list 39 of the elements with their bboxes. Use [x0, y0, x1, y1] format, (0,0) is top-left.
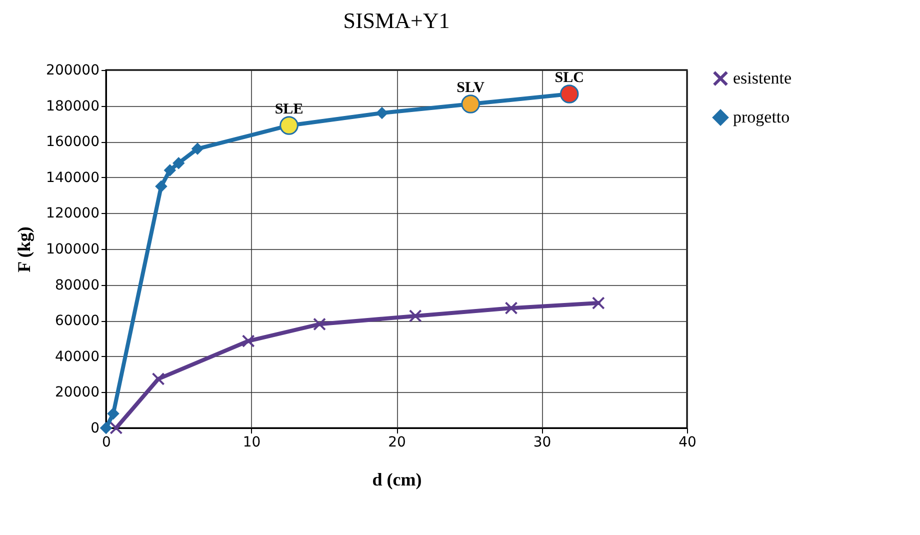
point	[242, 334, 255, 348]
point	[152, 372, 165, 386]
point	[408, 309, 422, 322]
y-axis-title: F (kg)	[14, 226, 34, 272]
y-tick-label: 20000	[54, 384, 100, 401]
y-tick-label: 100000	[46, 242, 100, 258]
legend-label: progetto	[733, 108, 790, 126]
x-tick-label: 0	[102, 434, 111, 450]
point	[592, 296, 605, 310]
annotation: SLC	[554, 70, 584, 86]
point	[164, 164, 176, 176]
x-tick-label: 20	[388, 434, 406, 450]
y-tick-label: 80000	[54, 277, 100, 294]
point	[110, 422, 123, 434]
y-tick-label: 140000	[46, 170, 100, 186]
point	[504, 302, 518, 315]
point	[155, 180, 168, 192]
point	[461, 94, 480, 114]
chart-title: SISMA+Y1	[343, 8, 450, 33]
point	[560, 84, 579, 104]
y-tick-label: 120000	[46, 206, 100, 222]
y-tick-label: 180000	[46, 98, 100, 114]
y-tick-label: 40000	[54, 348, 100, 365]
annotation: SLV	[456, 80, 485, 96]
point	[100, 422, 112, 434]
x-axis-title: d (cm)	[372, 470, 422, 490]
point	[280, 116, 298, 135]
x-tick-label: 10	[242, 434, 261, 450]
y-tick-label: 160000	[46, 134, 100, 150]
point	[191, 142, 204, 155]
point	[172, 156, 185, 170]
point	[107, 408, 120, 420]
x-tick-label: 40	[678, 434, 696, 450]
legend-label: esistente	[733, 68, 792, 88]
y-tick-label: 60000	[54, 313, 100, 330]
y-tick-label: 0	[90, 420, 100, 436]
y-tick-label: 200000	[46, 62, 100, 78]
x-tick-label: 30	[533, 434, 552, 450]
point	[313, 318, 326, 331]
